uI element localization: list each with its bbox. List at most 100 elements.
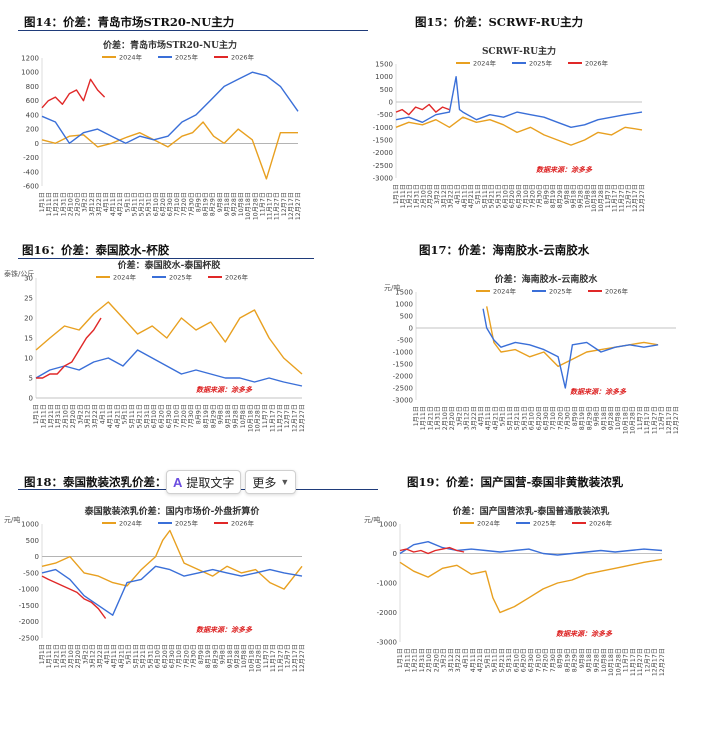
x-tick-label: 3月2日 — [82, 644, 89, 664]
y-tick-label: 0 — [389, 99, 393, 107]
x-tick-label: 3月22日 — [455, 648, 462, 672]
data-source-note: 数据来源：涂多多 — [570, 387, 627, 396]
x-tick-label: 5月21日 — [140, 644, 147, 668]
y-tick-label: 1000 — [21, 69, 39, 77]
y-tick-label: -500 — [377, 111, 393, 119]
x-tick-label: 11月17日 — [270, 644, 277, 672]
x-tick-label: 5月11日 — [133, 644, 140, 668]
legend-label: 2025年 — [549, 287, 573, 296]
x-tick-label: 5月1日 — [124, 192, 131, 212]
x-tick-label: 4月21日 — [114, 404, 121, 428]
series-line — [35, 349, 303, 387]
x-tick-label: 1月31日 — [60, 192, 67, 216]
x-tick-label: 7月10日 — [173, 404, 180, 428]
x-tick-label: 3月2日 — [456, 406, 463, 426]
x-tick-label: 1月1日 — [393, 184, 400, 204]
x-tick-label: 9月28日 — [594, 648, 601, 672]
x-tick-label: 5月31日 — [146, 192, 153, 216]
x-tick-label: 5月11日 — [492, 648, 499, 672]
x-tick-label: 4月1日 — [100, 404, 107, 424]
x-tick-label: 3月12日 — [89, 192, 96, 216]
heading-underline — [18, 258, 314, 259]
x-tick-label: 4月1日 — [463, 648, 470, 668]
x-tick-label: 3月12日 — [90, 644, 97, 668]
x-tick-label: 3月12日 — [464, 406, 471, 430]
x-tick-label: 12月17日 — [632, 184, 639, 212]
y-tick-label: 0 — [393, 550, 397, 558]
x-tick-label: 9月28日 — [608, 406, 615, 430]
x-tick-label: 4月21日 — [477, 648, 484, 672]
x-tick-label: 7月10日 — [174, 192, 181, 216]
legend-label: 2024年 — [493, 287, 517, 296]
x-tick-label: 11月17日 — [267, 192, 274, 220]
x-tick-label: 1月11日 — [46, 192, 53, 216]
y-tick-label: 30 — [24, 275, 33, 283]
y-tick-label: 500 — [380, 86, 393, 94]
x-tick-label: 7月10日 — [176, 644, 183, 668]
x-tick-label: 9月8日 — [217, 192, 224, 212]
x-tick-label: 10月18日 — [591, 184, 598, 212]
y-tick-label: 0 — [409, 325, 413, 333]
y-tick-label: -400 — [23, 168, 39, 176]
x-tick-label: 7月20日 — [530, 184, 537, 208]
x-tick-label: 11月27日 — [651, 406, 658, 434]
x-tick-label: 5月31日 — [521, 406, 528, 430]
legend-label: 2026年 — [225, 273, 249, 282]
chart-figure-16: 价差：泰国胶水-泰国杯胶 泰铢/公斤 30 25 20 15 10 5 0 1月1日 1月11日 1月… — [0, 259, 320, 462]
x-tick-label: 1月11日 — [40, 404, 47, 428]
y-tick-label: 1500 — [375, 61, 393, 69]
x-tick-label: 4月11日 — [485, 406, 492, 430]
chevron-down-icon: ▼ — [280, 477, 290, 487]
series-line — [399, 558, 663, 614]
y-tick-label: -2000 — [373, 149, 393, 157]
x-tick-label: 8月19日 — [579, 406, 586, 430]
x-tick-label: 5月11日 — [129, 404, 136, 428]
chart-svg: 价差：青岛市场STR20-NU主力 1200 1000 800 600 400 200 0 -2… — [21, 39, 302, 220]
x-tick-label: 1月1日 — [39, 644, 46, 664]
x-tick-label: 6月30日 — [167, 192, 174, 216]
series-line — [41, 575, 107, 619]
x-tick-label: 5月1日 — [484, 648, 491, 668]
x-tick-label: 11月7日 — [637, 406, 644, 430]
chart-figure-15: SCRWF-RU主力 1500 1000 500 0 -500 -1000 -1500 -200… — [360, 36, 660, 236]
x-tick-label: 1月1日 — [39, 192, 46, 212]
x-tick-label: 5月21日 — [139, 192, 146, 216]
legend-label: 2024年 — [113, 273, 137, 282]
y-tick-label: -200 — [23, 154, 39, 162]
chart-title: 价差：青岛市场STR20-NU主力 — [103, 39, 237, 51]
x-tick-label: 5月21日 — [499, 648, 506, 672]
extract-text-button[interactable]: A 提取文字 — [166, 470, 242, 494]
x-tick-label: 12月17日 — [288, 192, 295, 220]
x-tick-label: 12月7日 — [281, 192, 288, 216]
x-tick-label: 1月31日 — [414, 184, 421, 208]
x-tick-label: 5月1日 — [500, 406, 507, 426]
x-tick-label: 9月28日 — [233, 404, 240, 428]
x-tick-label: 9月18日 — [227, 644, 234, 668]
figure-17-heading: 图17：价差：海南胶水-云南胶水 — [419, 243, 590, 257]
x-tick-label: 1月11日 — [400, 184, 407, 208]
x-tick-label: 1月31日 — [419, 648, 426, 672]
y-tick-label: -2500 — [373, 162, 393, 170]
x-tick-label: 8月29日 — [210, 404, 217, 428]
x-tick-label: 6月10日 — [151, 404, 158, 428]
x-tick-label: 9月28日 — [234, 644, 241, 668]
y-tick-label: -3000 — [393, 397, 413, 405]
x-tick-label: 8月9日 — [198, 644, 205, 664]
x-tick-label: 11月7日 — [605, 184, 612, 208]
chart-svg: SCRWF-RU主力 1500 1000 500 0 -500 -1000 -1500 -200… — [373, 45, 646, 212]
x-tick-label: 3月22日 — [97, 644, 104, 668]
x-tick-label: 9月8日 — [218, 404, 225, 424]
series-line — [482, 308, 659, 389]
x-tick-label: 6月10日 — [529, 406, 536, 430]
y-tick-label: -1000 — [393, 349, 413, 357]
x-tick-label: 10月18日 — [245, 192, 252, 220]
x-tick-label: 8月29日 — [572, 648, 579, 672]
more-button[interactable]: 更多 ▼ — [245, 470, 297, 494]
x-tick-label: 11月27日 — [274, 192, 281, 220]
x-tick-label: 7月30日 — [191, 644, 198, 668]
x-tick-label: 10月8日 — [615, 406, 622, 430]
legend-label: 2025年 — [529, 59, 553, 68]
x-tick-label: 1月21日 — [48, 404, 55, 428]
y-tick-label: 500 — [26, 537, 39, 545]
x-tick-label: 4月11日 — [111, 644, 118, 668]
